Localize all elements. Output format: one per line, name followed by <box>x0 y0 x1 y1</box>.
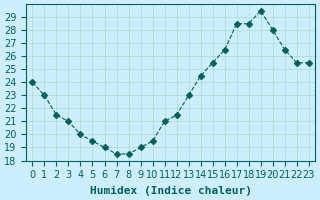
X-axis label: Humidex (Indice chaleur): Humidex (Indice chaleur) <box>90 186 252 196</box>
